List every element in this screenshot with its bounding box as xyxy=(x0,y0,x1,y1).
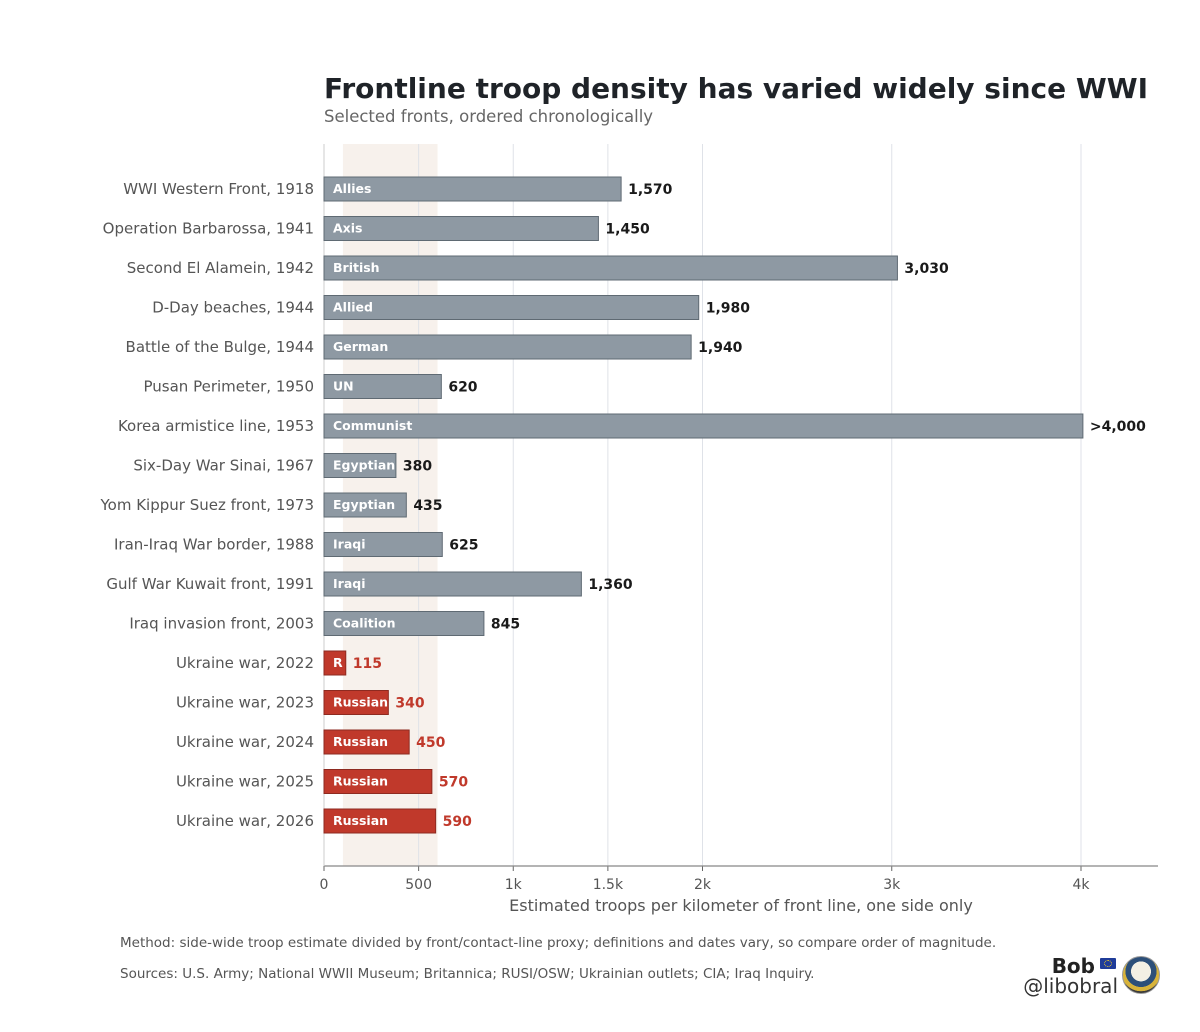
category-label: Ukraine war, 2024 xyxy=(176,733,314,751)
bar-value-label: 435 xyxy=(413,498,442,514)
bar-side-label: British xyxy=(333,260,380,275)
category-label: Ukraine war, 2022 xyxy=(176,654,314,672)
x-tick-label: 1.5k xyxy=(593,877,624,893)
bar-value-label: 570 xyxy=(439,775,468,791)
bar xyxy=(323,492,407,518)
bar-side-label: Allies xyxy=(333,181,371,196)
author-name: Bob xyxy=(1051,954,1095,978)
bar xyxy=(323,413,1084,439)
x-tick-label: 2k xyxy=(694,877,712,893)
bar xyxy=(323,769,433,794)
category-label: D-Day beaches, 1944 xyxy=(152,299,314,317)
bar xyxy=(323,453,397,478)
category-label: Iraq invasion front, 2003 xyxy=(129,615,314,633)
x-tick-label: 0 xyxy=(320,877,329,893)
bar xyxy=(323,611,485,636)
bar-value-label: 450 xyxy=(416,735,445,751)
chart-subtitle: Selected fronts, ordered chronologically xyxy=(324,107,654,126)
bar-value-label: 625 xyxy=(449,538,478,554)
category-label: Ukraine war, 2023 xyxy=(176,694,314,712)
bar-side-label: Communist xyxy=(333,418,412,433)
chart-title: Frontline troop density has varied widel… xyxy=(324,72,1149,105)
x-tick-label: 1k xyxy=(505,877,523,893)
bar-side-label: Iraqi xyxy=(333,576,365,591)
bar-value-label: 340 xyxy=(395,696,424,712)
bar-side-label: Russian xyxy=(333,734,388,749)
bar xyxy=(323,334,692,360)
bar-value-label: 1,360 xyxy=(588,577,633,593)
bar-side-label: Russian xyxy=(333,695,388,710)
bar xyxy=(323,295,700,320)
bar xyxy=(323,216,599,241)
bar-value-label: 590 xyxy=(443,814,472,830)
bar-value-label: 845 xyxy=(491,617,520,633)
bar xyxy=(323,650,347,676)
bar xyxy=(323,255,898,281)
bar-value-label: 1,980 xyxy=(706,301,751,317)
bar xyxy=(323,729,410,755)
bar-side-label: Coalition xyxy=(333,616,396,631)
bar-value-label: 1,570 xyxy=(628,182,673,198)
x-tick-label: 3k xyxy=(883,877,901,893)
bar-value-label: 3,030 xyxy=(904,261,949,277)
bar-side-label: Egyptian xyxy=(333,497,395,512)
bar-side-label: Iraqi xyxy=(333,537,365,552)
bar xyxy=(323,690,389,715)
category-label: Iran-Iraq War border, 1988 xyxy=(114,536,314,554)
bar-side-label: Russian xyxy=(333,774,388,789)
bar-value-label: 1,940 xyxy=(698,340,743,356)
bar-value-label: 1,450 xyxy=(605,222,650,238)
bar-side-label: German xyxy=(333,339,388,354)
category-label: Ukraine war, 2025 xyxy=(176,773,314,791)
avatar-icon xyxy=(1122,956,1160,994)
category-label: Operation Barbarossa, 1941 xyxy=(103,220,314,238)
x-tick-label: 4k xyxy=(1072,877,1090,893)
sources-footnote: Sources: U.S. Army; National WWII Museum… xyxy=(120,966,815,982)
category-label: Pusan Perimeter, 1950 xyxy=(144,378,314,396)
bar xyxy=(323,374,442,399)
eu-flag-icon xyxy=(1100,958,1116,969)
category-label: Six-Day War Sinai, 1967 xyxy=(133,457,314,475)
category-label: Gulf War Kuwait front, 1991 xyxy=(106,575,314,593)
x-axis-label: Estimated troops per kilometer of front … xyxy=(509,896,973,915)
category-label: Korea armistice line, 1953 xyxy=(118,417,314,435)
bar-side-label: Allied xyxy=(333,300,373,315)
bar xyxy=(323,808,437,834)
x-tick-label: 500 xyxy=(405,877,432,893)
bar-side-label: Russian xyxy=(333,813,388,828)
category-label: WWI Western Front, 1918 xyxy=(123,180,314,198)
bar-side-label: Egyptian xyxy=(333,458,395,473)
bar xyxy=(323,176,622,202)
author-handle: @libobral xyxy=(1023,974,1118,998)
bar xyxy=(323,571,582,597)
bar-value-label: 380 xyxy=(403,459,432,475)
bar-side-label: UN xyxy=(333,379,354,394)
category-label: Second El Alamein, 1942 xyxy=(127,259,314,277)
category-label: Yom Kippur Suez front, 1973 xyxy=(99,496,314,514)
bar xyxy=(323,532,443,557)
method-footnote: Method: side-wide troop estimate divided… xyxy=(120,935,997,951)
bar-value-label: 620 xyxy=(448,380,477,396)
category-label: Battle of the Bulge, 1944 xyxy=(126,338,314,356)
bar-side-label: Axis xyxy=(333,221,362,236)
author-credit: Bob @libobral xyxy=(1010,952,1160,1002)
bar-value-label: 115 xyxy=(353,656,382,672)
category-label: Ukraine war, 2026 xyxy=(176,812,314,830)
bar-side-label: R xyxy=(333,655,343,670)
bar-value-label: >4,000 xyxy=(1090,419,1146,435)
